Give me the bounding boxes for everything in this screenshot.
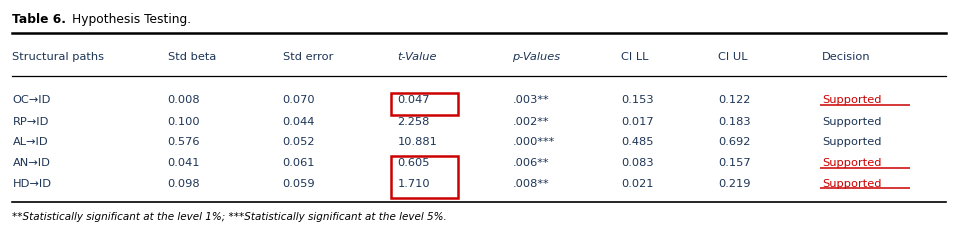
Text: AN→ID: AN→ID: [12, 158, 51, 168]
Text: 0.153: 0.153: [621, 95, 653, 105]
Text: 0.017: 0.017: [621, 117, 653, 127]
Text: Hypothesis Testing.: Hypothesis Testing.: [72, 13, 191, 26]
Text: .000***: .000***: [513, 137, 555, 147]
Text: 0.485: 0.485: [621, 137, 653, 147]
Text: Supported: Supported: [822, 179, 881, 189]
Text: 2.258: 2.258: [398, 117, 430, 127]
Text: 0.052: 0.052: [283, 137, 315, 147]
Text: RP→ID: RP→ID: [12, 117, 49, 127]
Text: Structural paths: Structural paths: [12, 52, 104, 62]
Text: **Statistically significant at the level 1%; ***Statistically significant at the: **Statistically significant at the level…: [12, 212, 447, 222]
Text: .006**: .006**: [513, 158, 549, 168]
Text: OC→ID: OC→ID: [12, 95, 51, 105]
Text: 0.122: 0.122: [718, 95, 751, 105]
Text: Supported: Supported: [822, 158, 881, 168]
Text: CI LL: CI LL: [621, 52, 649, 62]
Text: 0.059: 0.059: [283, 179, 315, 189]
Text: Supported: Supported: [822, 95, 881, 105]
Text: Std error: Std error: [283, 52, 333, 62]
Text: 0.219: 0.219: [718, 179, 751, 189]
Text: .008**: .008**: [513, 179, 549, 189]
Text: 0.021: 0.021: [621, 179, 653, 189]
Text: 0.605: 0.605: [398, 158, 430, 168]
Text: .003**: .003**: [513, 95, 549, 105]
Text: 0.044: 0.044: [283, 117, 315, 127]
Text: Table 6.: Table 6.: [12, 13, 66, 26]
Text: HD→ID: HD→ID: [12, 179, 52, 189]
Text: CI UL: CI UL: [718, 52, 748, 62]
Text: 0.070: 0.070: [283, 95, 315, 105]
Text: Supported: Supported: [822, 137, 881, 147]
Text: 0.061: 0.061: [283, 158, 315, 168]
Bar: [391, 156, 458, 198]
Text: Supported: Supported: [822, 117, 881, 127]
Text: 1.710: 1.710: [398, 179, 430, 189]
Text: .002**: .002**: [513, 117, 549, 127]
Text: p-Values: p-Values: [513, 52, 560, 62]
Text: 0.008: 0.008: [168, 95, 200, 105]
Text: 0.083: 0.083: [621, 158, 653, 168]
Text: Std beta: Std beta: [168, 52, 216, 62]
Text: AL→ID: AL→ID: [12, 137, 48, 147]
Text: 0.098: 0.098: [168, 179, 200, 189]
Bar: [391, 93, 458, 114]
Text: t-Value: t-Value: [398, 52, 437, 62]
Text: 0.047: 0.047: [398, 95, 430, 105]
Text: 0.157: 0.157: [718, 158, 751, 168]
Text: 0.100: 0.100: [168, 117, 200, 127]
Text: Decision: Decision: [822, 52, 871, 62]
Text: 0.183: 0.183: [718, 117, 751, 127]
Text: 0.041: 0.041: [168, 158, 200, 168]
Text: 0.576: 0.576: [168, 137, 200, 147]
Text: 0.692: 0.692: [718, 137, 751, 147]
Text: 10.881: 10.881: [398, 137, 438, 147]
